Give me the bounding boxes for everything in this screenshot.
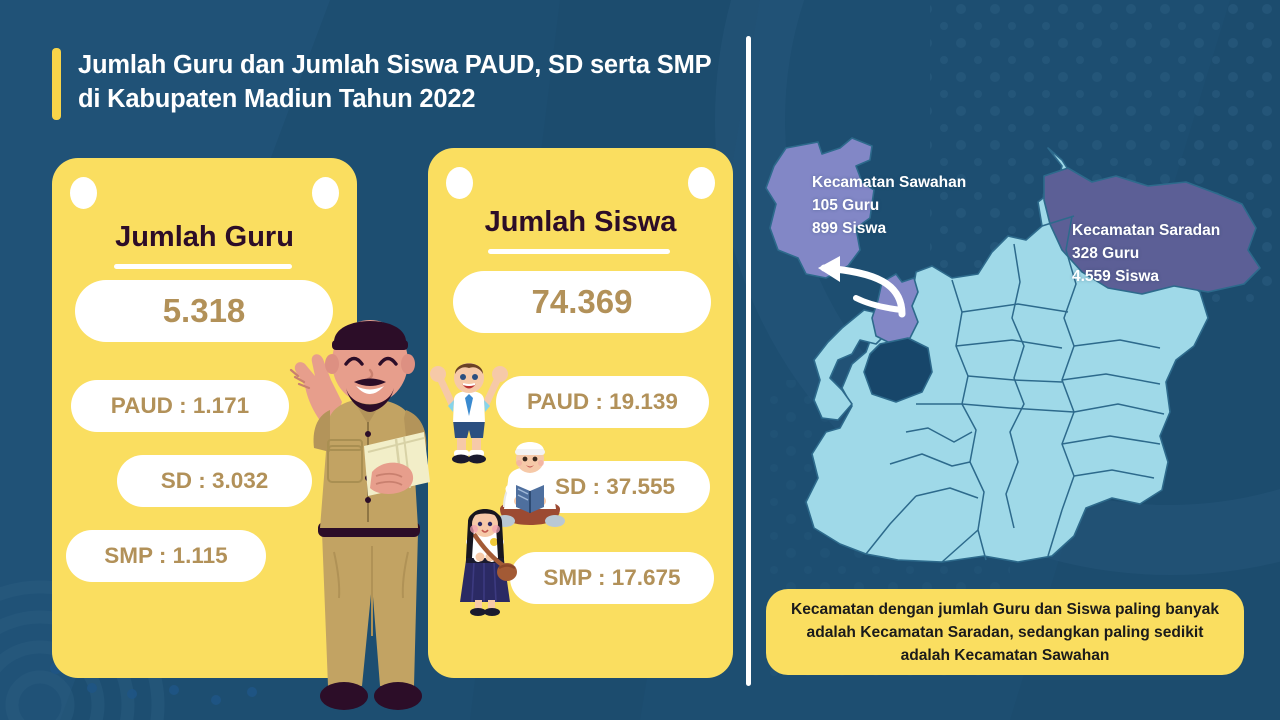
teacher-illustration bbox=[289, 320, 430, 710]
left-panel-heading: Jumlah Guru dan Jumlah Siswa PAUD, SD se… bbox=[52, 48, 712, 120]
map-caption-text: Kecamatan dengan jumlah Guru dan Siswa p… bbox=[790, 600, 1220, 664]
siswa-total-value: 74.369 bbox=[453, 271, 711, 333]
card-notch-right bbox=[688, 167, 715, 199]
card-title-siswa: Jumlah Siswa bbox=[484, 206, 677, 238]
sawahan-district-name: Kecamatan Sawahan bbox=[812, 174, 967, 191]
sawahan-student-count: 899 Siswa bbox=[812, 220, 887, 237]
sawahan-teacher-count: 105 Guru bbox=[812, 197, 880, 214]
siswa-smp-value: SMP : 17.675 bbox=[510, 552, 714, 604]
card-underline bbox=[488, 249, 670, 254]
guru-sd-value: SD : 3.032 bbox=[117, 455, 312, 507]
panel-divider bbox=[746, 36, 751, 686]
saradan-district-name: Kecamatan Saradan bbox=[1072, 222, 1221, 239]
student-girl-illustration bbox=[460, 509, 517, 616]
saradan-student-count: 4.559 Siswa bbox=[1072, 268, 1160, 285]
guru-smp-value: SMP : 1.115 bbox=[66, 530, 266, 582]
map-region-sawahan-inset bbox=[765, 137, 875, 279]
guru-total-value: 5.318 bbox=[75, 280, 333, 342]
card-notch-left bbox=[70, 177, 97, 209]
stat-card-jumlah-guru: Jumlah Guru 5.318 PAUD : 1.171 SD : 3.03… bbox=[52, 158, 357, 678]
guru-paud-value: PAUD : 1.171 bbox=[71, 380, 289, 432]
left-heading-text: Jumlah Guru dan Jumlah Siswa PAUD, SD se… bbox=[78, 51, 711, 113]
saradan-teacher-count: 328 Guru bbox=[1072, 245, 1140, 262]
map-caption-box: Kecamatan dengan jumlah Guru dan Siswa p… bbox=[766, 589, 1244, 675]
card-notch-right bbox=[312, 177, 339, 209]
kabupaten-madiun-map bbox=[765, 137, 1261, 563]
heading-accent-bar bbox=[52, 48, 61, 120]
map-label-saradan: Kecamatan Saradan 328 Guru 4.559 Siswa bbox=[1072, 219, 1220, 288]
map-callout-arrow bbox=[818, 256, 906, 318]
student-boy-cheering-illustration bbox=[430, 363, 508, 464]
card-underline bbox=[114, 264, 292, 269]
card-notch-left bbox=[446, 167, 473, 199]
map-region-west-lobe bbox=[813, 309, 889, 421]
left-panel: Jumlah Guru dan Jumlah Siswa PAUD, SD se… bbox=[52, 48, 733, 710]
siswa-paud-value: PAUD : 19.139 bbox=[496, 376, 709, 428]
map-label-sawahan: Kecamatan Sawahan 105 Guru 899 Siswa bbox=[812, 171, 966, 240]
card-title-guru: Jumlah Guru bbox=[115, 221, 294, 253]
map-region-dark-district bbox=[863, 337, 933, 403]
